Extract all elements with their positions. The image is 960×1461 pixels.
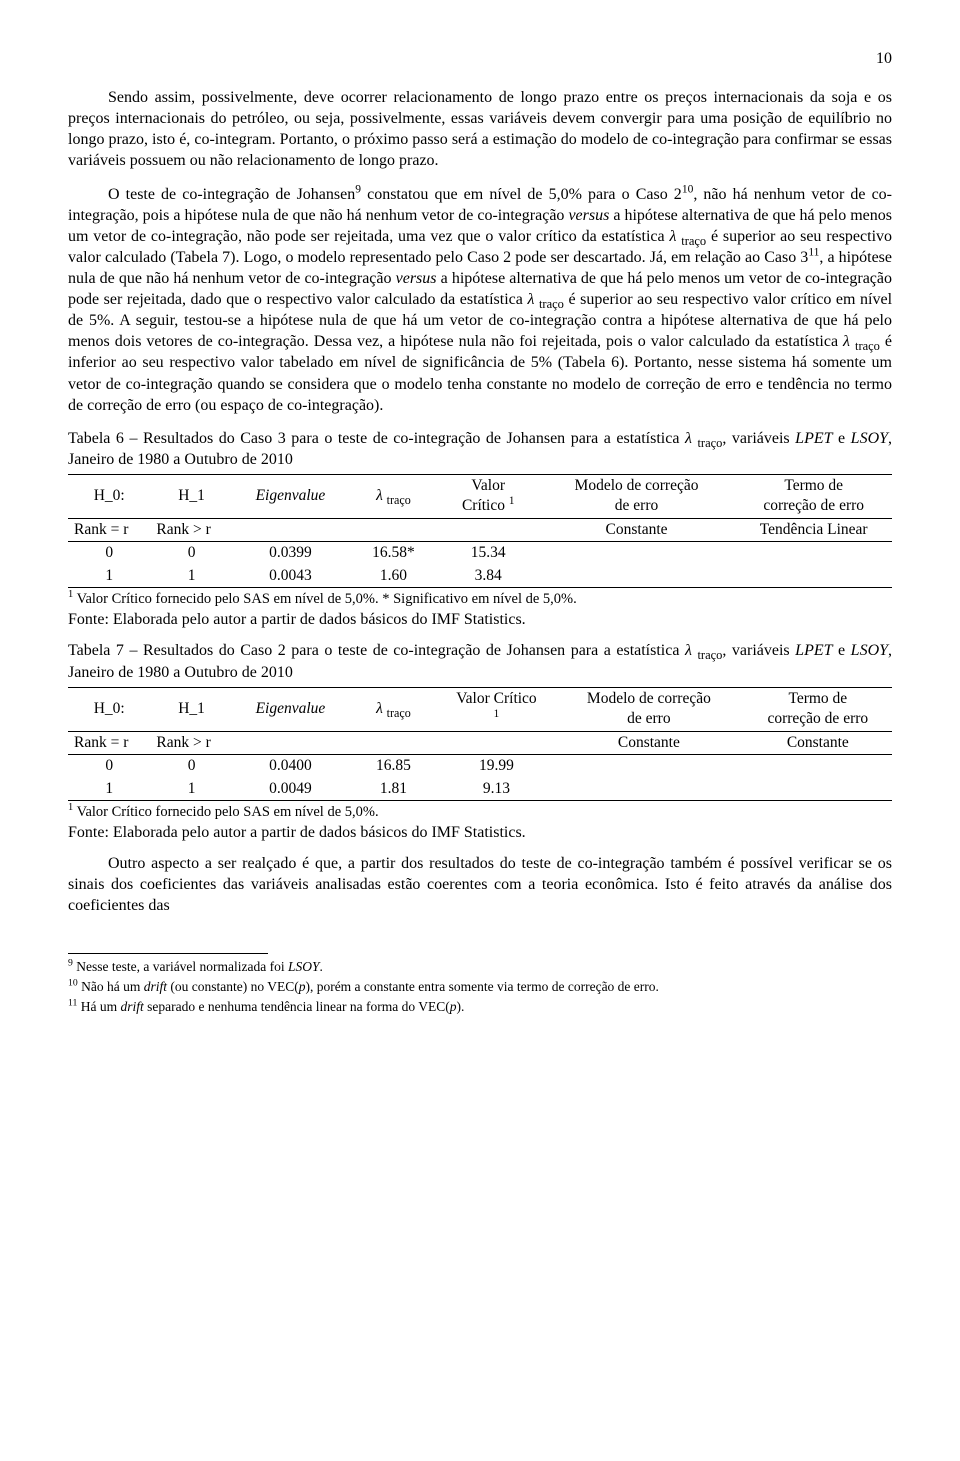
t6-r0-c0: 0 xyxy=(68,542,150,565)
table7-source: Fonte: Elaborada pelo autor a partir de … xyxy=(68,822,892,843)
t6-r1-lambda: 1.60 xyxy=(348,565,439,588)
t7-h-termo: Termo decorreção de erro xyxy=(744,687,892,731)
t7-r1-c0: 1 xyxy=(68,778,150,801)
t6-r1-c1: 1 xyxy=(150,565,232,588)
footnote-separator xyxy=(68,953,268,954)
t6-r0-lambda: 16.58* xyxy=(348,542,439,565)
t7-r1-eigen: 0.0049 xyxy=(233,778,348,801)
paragraph-2: O teste de co-integração de Johansen9 co… xyxy=(68,184,892,416)
t7-r0-c1: 0 xyxy=(150,755,232,778)
t7-rank-h1: Rank > r xyxy=(150,731,232,754)
t6-rank-modelo: Constante xyxy=(538,518,736,541)
t6-r0-c1: 0 xyxy=(150,542,232,565)
paragraph-1: Sendo assim, possivelmente, deve ocorrer… xyxy=(68,87,892,171)
t7-r0-valor: 19.99 xyxy=(439,755,554,778)
t6-h-modelo: Modelo de correçãode erro xyxy=(538,474,736,518)
t7-h-valor: Valor Crítico1 xyxy=(439,687,554,731)
t6-h1: H_1 xyxy=(150,474,232,518)
t7-h-lambda: λ traço xyxy=(348,687,439,731)
table-7: H_0: H_1 Eigenvalue λ traço Valor Crític… xyxy=(68,687,892,801)
t6-h-eigen: Eigenvalue xyxy=(233,474,348,518)
t7-rank-h0: Rank = r xyxy=(68,731,150,754)
table7-title: Tabela 7 – Resultados do Caso 2 para o t… xyxy=(68,640,892,682)
t7-r0-c0: 0 xyxy=(68,755,150,778)
t7-r1-valor: 9.13 xyxy=(439,778,554,801)
t7-h0: H_0: xyxy=(68,687,150,731)
t6-rank-termo: Tendência Linear xyxy=(735,518,892,541)
t6-h-lambda: λ traço xyxy=(348,474,439,518)
t6-r1-c0: 1 xyxy=(68,565,150,588)
paragraph-3: Outro aspecto a ser realçado é que, a pa… xyxy=(68,853,892,916)
t6-r1-eigen: 0.0043 xyxy=(233,565,348,588)
t7-rank-termo: Constante xyxy=(744,731,892,754)
page-number: 10 xyxy=(68,48,892,69)
t7-rank-modelo: Constante xyxy=(554,731,744,754)
table7-footnote: 1 Valor Crítico fornecido pelo SAS em ní… xyxy=(68,803,892,822)
t6-h-valor: ValorCrítico 1 xyxy=(439,474,538,518)
table6-source: Fonte: Elaborada pelo autor a partir de … xyxy=(68,609,892,630)
t7-r0-lambda: 16.85 xyxy=(348,755,439,778)
t7-h1: H_1 xyxy=(150,687,232,731)
t7-r0-eigen: 0.0400 xyxy=(233,755,348,778)
table6-title: Tabela 6 – Resultados do Caso 3 para o t… xyxy=(68,428,892,470)
t7-r1-lambda: 1.81 xyxy=(348,778,439,801)
t6-rank-h0: Rank = r xyxy=(68,518,150,541)
t6-rank-h1: Rank > r xyxy=(150,518,232,541)
table6-footnote: 1 Valor Crítico fornecido pelo SAS em ní… xyxy=(68,590,892,609)
footnote-9: 9 Nesse teste, a variável normalizada fo… xyxy=(68,958,892,976)
t7-r1-c1: 1 xyxy=(150,778,232,801)
page-footnotes: 9 Nesse teste, a variável normalizada fo… xyxy=(68,958,892,1017)
t6-r0-valor: 15.34 xyxy=(439,542,538,565)
table-6: H_0: H_1 Eigenvalue λ traço ValorCrítico… xyxy=(68,474,892,588)
t7-h-eigen: Eigenvalue xyxy=(233,687,348,731)
t7-h-modelo: Modelo de correçãode erro xyxy=(554,687,744,731)
footnote-11: 11 Há um drift separado e nenhuma tendên… xyxy=(68,998,892,1016)
t6-h-termo: Termo decorreção de erro xyxy=(735,474,892,518)
t6-r1-valor: 3.84 xyxy=(439,565,538,588)
t6-h0: H_0: xyxy=(68,474,150,518)
t6-r0-eigen: 0.0399 xyxy=(233,542,348,565)
footnote-10: 10 Não há um drift (ou constante) no VEC… xyxy=(68,978,892,996)
